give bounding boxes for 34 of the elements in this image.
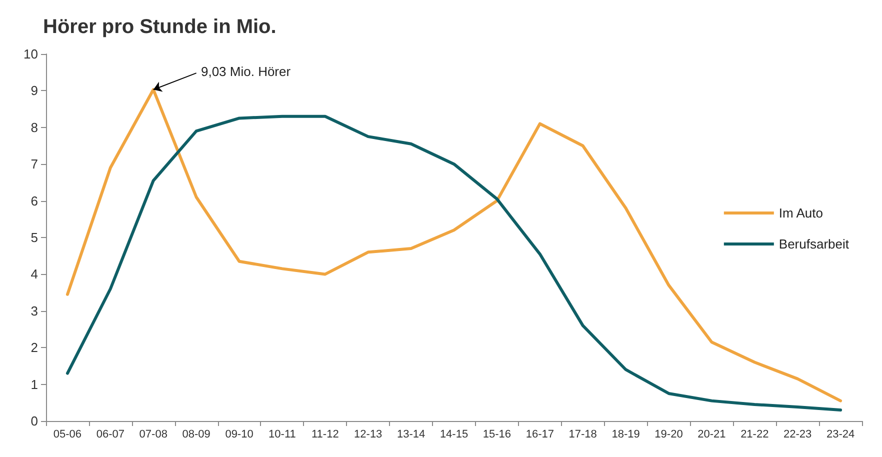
y-tick-label: 9 [30,83,38,98]
y-tick-label: 3 [30,303,38,318]
y-tick-label: 4 [30,266,38,282]
x-tick-label: 14-15 [440,428,468,440]
x-tick-label: 19-20 [654,428,683,440]
x-tick-label: 23-24 [826,428,855,440]
x-tick-label: 12-13 [354,428,382,440]
x-tick-label: 10-11 [268,428,296,440]
x-tick-label: 16-17 [526,428,554,440]
legend-label: Berufsarbeit [778,236,850,252]
y-tick-label: 8 [30,120,38,135]
x-tick-label: 05-06 [53,428,82,440]
y-tick-label: 7 [30,156,38,172]
y-tick-label: 1 [30,376,38,392]
x-tick-label: 07-08 [139,428,168,440]
x-tick-label: 08-09 [182,428,210,440]
y-tick-label: 6 [30,193,38,208]
x-tick-label: 17-18 [568,428,597,440]
x-tick-label: 21-22 [740,428,769,440]
chart-title: Hörer pro Stunde in Mio. [43,16,276,38]
y-tick-label: 2 [30,340,38,356]
x-tick-label: 06-07 [96,428,124,440]
x-tick-label: 18-19 [612,428,640,440]
y-tick-label: 0 [30,414,38,428]
x-tick-label: 09-10 [225,428,254,440]
x-tick-label: 11-12 [311,428,339,440]
y-tick-label: 10 [24,46,38,62]
annotation: 9,03 Mio. Hörer [200,64,292,79]
x-tick-label: 22-23 [784,428,812,440]
y-tick-label: 5 [30,230,38,245]
legend-label: Im Auto [778,206,823,220]
x-tick-label: 20-21 [698,428,726,440]
x-tick-label: 13-14 [396,428,426,440]
x-tick-label: 15-16 [482,428,512,440]
